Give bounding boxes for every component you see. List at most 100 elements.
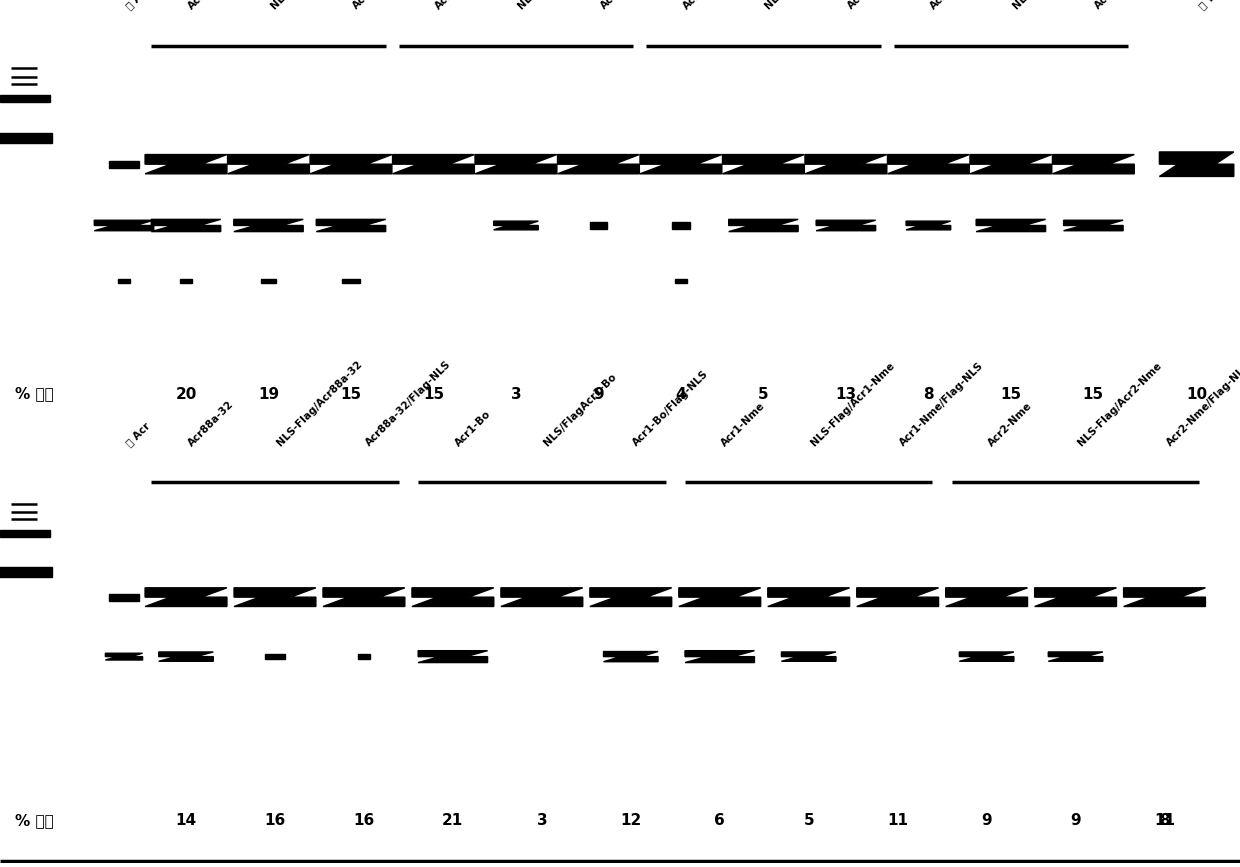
- Polygon shape: [234, 219, 304, 231]
- Polygon shape: [946, 588, 1028, 607]
- Polygon shape: [159, 652, 213, 662]
- Polygon shape: [0, 95, 50, 102]
- Text: 16: 16: [353, 812, 374, 828]
- Polygon shape: [145, 588, 227, 607]
- Polygon shape: [151, 219, 221, 231]
- Polygon shape: [1034, 588, 1116, 607]
- Text: 9: 9: [981, 812, 992, 828]
- Text: NLS-Flag/Acr2-Nme: NLS-Flag/Acr2-Nme: [1011, 0, 1099, 11]
- Text: Acr1-Bo/Flag-NLS: Acr1-Bo/Flag-NLS: [631, 369, 711, 448]
- Polygon shape: [678, 588, 760, 607]
- Text: 15: 15: [1083, 387, 1104, 401]
- Text: 12: 12: [620, 812, 641, 828]
- Polygon shape: [265, 654, 285, 659]
- Text: Acr2-Nme: Acr2-Nme: [987, 401, 1034, 448]
- Polygon shape: [118, 279, 130, 284]
- Text: 14: 14: [175, 812, 197, 828]
- Polygon shape: [684, 650, 754, 662]
- Text: 3: 3: [537, 812, 547, 828]
- Polygon shape: [906, 221, 951, 230]
- Polygon shape: [109, 594, 139, 601]
- Text: 19: 19: [258, 387, 279, 401]
- Polygon shape: [768, 588, 849, 607]
- Polygon shape: [357, 655, 370, 659]
- Polygon shape: [0, 566, 52, 577]
- Text: Acr88a-32: Acr88a-32: [186, 399, 236, 448]
- Polygon shape: [805, 154, 887, 173]
- Polygon shape: [0, 133, 52, 143]
- Text: 10: 10: [1185, 387, 1208, 401]
- Text: 15: 15: [1001, 387, 1022, 401]
- Polygon shape: [316, 219, 386, 231]
- Polygon shape: [494, 221, 538, 230]
- Polygon shape: [342, 279, 360, 284]
- Polygon shape: [558, 154, 640, 173]
- Polygon shape: [888, 154, 970, 173]
- Text: Acr1-Nme: Acr1-Nme: [719, 401, 768, 448]
- Text: Acr1-Bo/Flag-NLS: Acr1-Bo/Flag-NLS: [599, 0, 678, 11]
- Polygon shape: [1123, 588, 1205, 607]
- Text: NLS-Flag/Acr88a-32: NLS-Flag/Acr88a-32: [269, 0, 357, 11]
- Polygon shape: [412, 588, 494, 607]
- Text: NLS/FlagAcr1-Bo: NLS/FlagAcr1-Bo: [516, 0, 593, 11]
- Text: 3: 3: [511, 387, 521, 401]
- Text: 13: 13: [836, 387, 857, 401]
- Text: NLS-Flag/Acr88a-32: NLS-Flag/Acr88a-32: [275, 359, 365, 448]
- Polygon shape: [976, 219, 1045, 231]
- Polygon shape: [604, 651, 658, 662]
- Polygon shape: [105, 653, 143, 660]
- Text: Acr1-Nme/Flag-NLS: Acr1-Nme/Flag-NLS: [898, 361, 986, 448]
- Text: Acr88a-32/Flag-NLS: Acr88a-32/Flag-NLS: [363, 359, 453, 448]
- Text: Acr1-Bo: Acr1-Bo: [434, 0, 474, 11]
- Polygon shape: [475, 154, 557, 173]
- Polygon shape: [781, 652, 836, 662]
- Text: Acr1-Nme: Acr1-Nme: [681, 0, 729, 11]
- Text: 20: 20: [175, 387, 197, 401]
- Polygon shape: [590, 223, 608, 229]
- Text: Acr1-Nme/Flag-NLS: Acr1-Nme/Flag-NLS: [846, 0, 934, 11]
- Text: 9: 9: [593, 387, 604, 401]
- Text: 15: 15: [423, 387, 444, 401]
- Polygon shape: [0, 530, 50, 538]
- Polygon shape: [322, 588, 404, 607]
- Text: Acr2-Nme: Acr2-Nme: [929, 0, 976, 11]
- Text: 8: 8: [1159, 812, 1169, 828]
- Polygon shape: [262, 279, 277, 284]
- Text: 4: 4: [676, 387, 686, 401]
- Text: 11: 11: [887, 812, 908, 828]
- Polygon shape: [418, 650, 487, 662]
- Text: NLS/FlagAcr1-Bo: NLS/FlagAcr1-Bo: [542, 372, 619, 448]
- Text: 5: 5: [804, 812, 813, 828]
- Text: 21: 21: [443, 812, 464, 828]
- Polygon shape: [1048, 652, 1102, 662]
- Polygon shape: [501, 588, 583, 607]
- Text: % 损伤: % 损伤: [15, 387, 53, 401]
- Polygon shape: [1064, 220, 1123, 231]
- Text: NLS-Flag/Acr2-Nme: NLS-Flag/Acr2-Nme: [1075, 361, 1163, 448]
- Text: % 损伤: % 损伤: [15, 812, 53, 828]
- Polygon shape: [1159, 152, 1234, 177]
- Polygon shape: [960, 652, 1014, 662]
- Text: 8: 8: [923, 387, 934, 401]
- Polygon shape: [228, 154, 310, 173]
- Text: Acr1-Bo: Acr1-Bo: [453, 408, 492, 448]
- Text: 9: 9: [1070, 812, 1081, 828]
- Polygon shape: [729, 219, 799, 231]
- Text: NLS-Flag/Acr1-Nme: NLS-Flag/Acr1-Nme: [808, 361, 897, 448]
- Polygon shape: [1053, 154, 1135, 173]
- Text: NLS-Flag/Acr1-Nme: NLS-Flag/Acr1-Nme: [764, 0, 851, 11]
- Polygon shape: [590, 588, 672, 607]
- Text: Acr88a-32/Flag-NLS: Acr88a-32/Flag-NLS: [351, 0, 440, 11]
- Polygon shape: [640, 154, 722, 173]
- Text: 6: 6: [714, 812, 725, 828]
- Polygon shape: [180, 279, 192, 283]
- Polygon shape: [672, 223, 689, 229]
- Text: 无 Acr: 无 Acr: [124, 0, 151, 11]
- Text: Acr2-Nme/Flag-NLS: Acr2-Nme/Flag-NLS: [1164, 361, 1240, 448]
- Text: Acr2-Nme/Flag-NLS: Acr2-Nme/Flag-NLS: [1094, 0, 1180, 11]
- Polygon shape: [109, 160, 139, 167]
- Text: 无 T7E1: 无 T7E1: [1197, 0, 1231, 11]
- Polygon shape: [675, 279, 687, 284]
- Polygon shape: [94, 220, 154, 231]
- Polygon shape: [145, 154, 227, 173]
